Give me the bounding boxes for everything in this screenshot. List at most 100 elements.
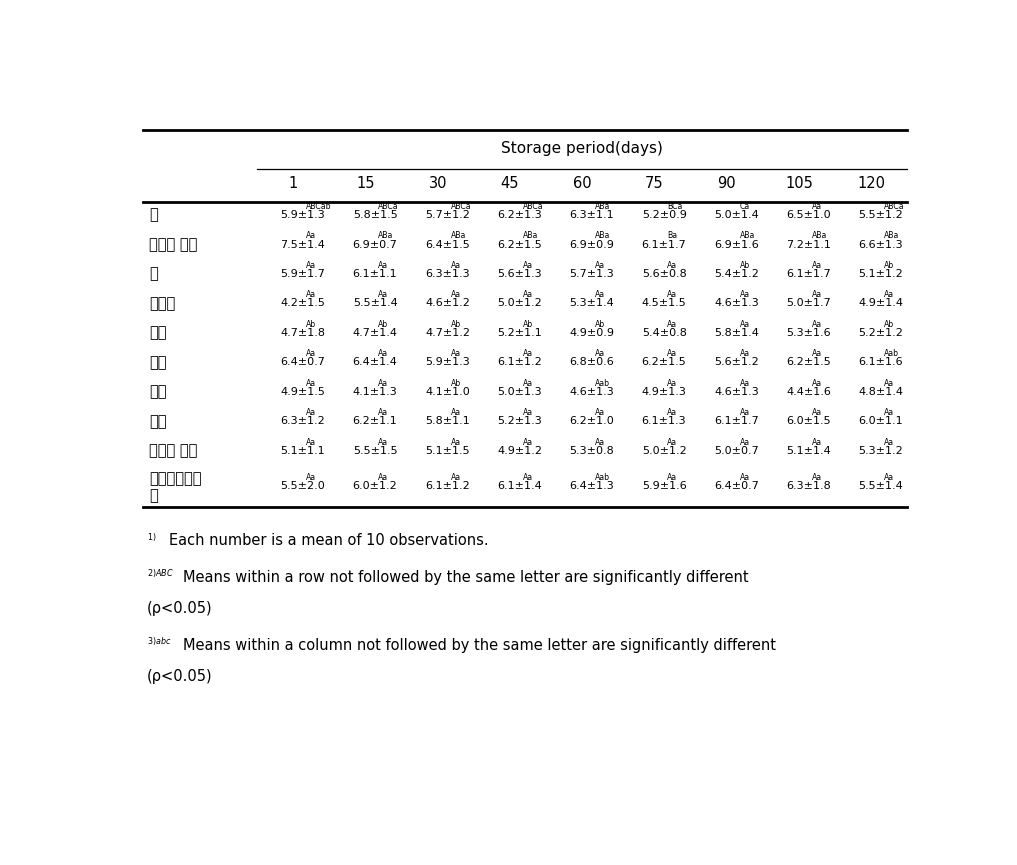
Text: ABCa: ABCa xyxy=(378,202,399,211)
Text: 6.0±1.2: 6.0±1.2 xyxy=(353,481,398,491)
Text: 4.4±1.6: 4.4±1.6 xyxy=(786,387,831,397)
Text: Aa: Aa xyxy=(306,408,316,417)
Text: Means within a row not followed by the same letter are significantly different: Means within a row not followed by the s… xyxy=(183,570,749,585)
Text: ABa: ABa xyxy=(812,231,827,240)
Text: Aa: Aa xyxy=(812,408,822,417)
Text: Aa: Aa xyxy=(378,438,388,446)
Text: 6.9±1.6: 6.9±1.6 xyxy=(714,240,759,250)
Text: Each number is a mean of 10 observations.: Each number is a mean of 10 observations… xyxy=(169,534,488,548)
Text: Aa: Aa xyxy=(523,349,533,358)
Text: 5.9±1.6: 5.9±1.6 xyxy=(642,481,686,491)
Text: (ρ<0.05): (ρ<0.05) xyxy=(146,669,213,684)
Text: ABCa: ABCa xyxy=(523,202,543,211)
Text: Aa: Aa xyxy=(378,349,388,358)
Text: 5.5±1.4: 5.5±1.4 xyxy=(858,481,903,491)
Text: Aab: Aab xyxy=(884,349,899,358)
Text: 전반적인기호: 전반적인기호 xyxy=(149,471,201,486)
Text: 30: 30 xyxy=(428,176,447,191)
Text: Aa: Aa xyxy=(451,408,461,417)
Text: 5.0±1.2: 5.0±1.2 xyxy=(497,298,542,309)
Text: Ab: Ab xyxy=(523,320,533,329)
Text: Aa: Aa xyxy=(306,291,316,299)
Text: 5.1±1.5: 5.1±1.5 xyxy=(425,445,470,456)
Text: Aa: Aa xyxy=(884,408,894,417)
Text: 105: 105 xyxy=(785,176,813,191)
Text: Aa: Aa xyxy=(523,438,533,446)
Text: 4.6±1.3: 4.6±1.3 xyxy=(714,298,759,309)
Text: Aa: Aa xyxy=(306,349,316,358)
Text: 6.2±1.0: 6.2±1.0 xyxy=(570,416,614,426)
Text: 4.6±1.3: 4.6±1.3 xyxy=(714,387,759,397)
Text: 6.1±1.2: 6.1±1.2 xyxy=(425,481,470,491)
Text: $^{1)}$: $^{1)}$ xyxy=(146,534,157,543)
Text: 5.2±1.2: 5.2±1.2 xyxy=(858,328,903,338)
Text: 6.0±1.1: 6.0±1.1 xyxy=(858,416,903,426)
Text: 5.0±0.7: 5.0±0.7 xyxy=(714,445,759,456)
Text: ABa: ABa xyxy=(595,231,610,240)
Text: 4.1±1.3: 4.1±1.3 xyxy=(353,387,398,397)
Text: Aa: Aa xyxy=(523,473,533,482)
Text: ABa: ABa xyxy=(739,231,755,240)
Text: 4.2±1.5: 4.2±1.5 xyxy=(281,298,325,309)
Text: 5.3±0.8: 5.3±0.8 xyxy=(570,445,614,456)
Text: 75: 75 xyxy=(645,176,664,191)
Text: Ab: Ab xyxy=(884,320,894,329)
Text: Aa: Aa xyxy=(378,291,388,299)
Text: 5.9±1.3: 5.9±1.3 xyxy=(425,357,470,368)
Text: 6.6±1.3: 6.6±1.3 xyxy=(858,240,903,250)
Text: 6.2±1.1: 6.2±1.1 xyxy=(353,416,398,426)
Text: ABa: ABa xyxy=(378,231,394,240)
Text: Ab: Ab xyxy=(739,260,750,270)
Text: Ca: Ca xyxy=(739,202,750,211)
Text: Aa: Aa xyxy=(595,349,605,358)
Text: 120: 120 xyxy=(857,176,885,191)
Text: 7.2±1.1: 7.2±1.1 xyxy=(786,240,831,250)
Text: 6.1±1.1: 6.1±1.1 xyxy=(353,269,398,279)
Text: 4.9±1.2: 4.9±1.2 xyxy=(497,445,542,456)
Text: 6.4±1.3: 6.4±1.3 xyxy=(570,481,614,491)
Text: 90: 90 xyxy=(717,176,736,191)
Text: 6.1±1.7: 6.1±1.7 xyxy=(714,416,759,426)
Text: 4.7±1.2: 4.7±1.2 xyxy=(425,328,470,338)
Text: Aa: Aa xyxy=(523,291,533,299)
Text: $^{3)abc}$: $^{3)abc}$ xyxy=(146,638,171,648)
Text: ABa: ABa xyxy=(451,231,466,240)
Text: Aa: Aa xyxy=(884,379,894,388)
Text: 6.4±1.4: 6.4±1.4 xyxy=(353,357,398,368)
Text: 5.3±1.2: 5.3±1.2 xyxy=(858,445,903,456)
Text: ABCa: ABCa xyxy=(451,202,471,211)
Text: Aa: Aa xyxy=(812,291,822,299)
Text: Ab: Ab xyxy=(306,320,316,329)
Text: Ab: Ab xyxy=(595,320,605,329)
Text: 도: 도 xyxy=(149,488,158,503)
Text: 5.6±0.8: 5.6±0.8 xyxy=(642,269,686,279)
Text: Aa: Aa xyxy=(523,379,533,388)
Text: Aa: Aa xyxy=(451,260,461,270)
Text: 4.5±1.5: 4.5±1.5 xyxy=(642,298,686,309)
Text: 5.9±1.7: 5.9±1.7 xyxy=(281,269,325,279)
Text: 4.6±1.3: 4.6±1.3 xyxy=(570,387,614,397)
Text: 털털한 느낄: 털털한 느낄 xyxy=(149,443,197,458)
Text: 5.1±1.2: 5.1±1.2 xyxy=(858,269,903,279)
Text: 짠맛: 짠맛 xyxy=(149,384,167,400)
Text: 신맛: 신맛 xyxy=(149,355,167,370)
Text: 6.1±1.3: 6.1±1.3 xyxy=(642,416,686,426)
Text: Aa: Aa xyxy=(523,260,533,270)
Text: Aa: Aa xyxy=(595,260,605,270)
Text: Aa: Aa xyxy=(812,438,822,446)
Text: 5.1±1.4: 5.1±1.4 xyxy=(786,445,831,456)
Text: Aa: Aa xyxy=(739,291,750,299)
Text: Aa: Aa xyxy=(451,438,461,446)
Text: 6.2±1.5: 6.2±1.5 xyxy=(786,357,831,368)
Text: ABCa: ABCa xyxy=(884,202,905,211)
Text: 5.8±1.5: 5.8±1.5 xyxy=(353,210,398,220)
Text: 5.1±1.1: 5.1±1.1 xyxy=(281,445,325,456)
Text: 5.2±0.9: 5.2±0.9 xyxy=(642,210,686,220)
Text: Aa: Aa xyxy=(595,438,605,446)
Text: Aa: Aa xyxy=(378,408,388,417)
Text: 6.3±1.8: 6.3±1.8 xyxy=(786,481,831,491)
Text: Aa: Aa xyxy=(739,379,750,388)
Text: Aa: Aa xyxy=(306,231,316,240)
Text: 4.7±1.8: 4.7±1.8 xyxy=(281,328,325,338)
Text: 6.4±1.5: 6.4±1.5 xyxy=(425,240,470,250)
